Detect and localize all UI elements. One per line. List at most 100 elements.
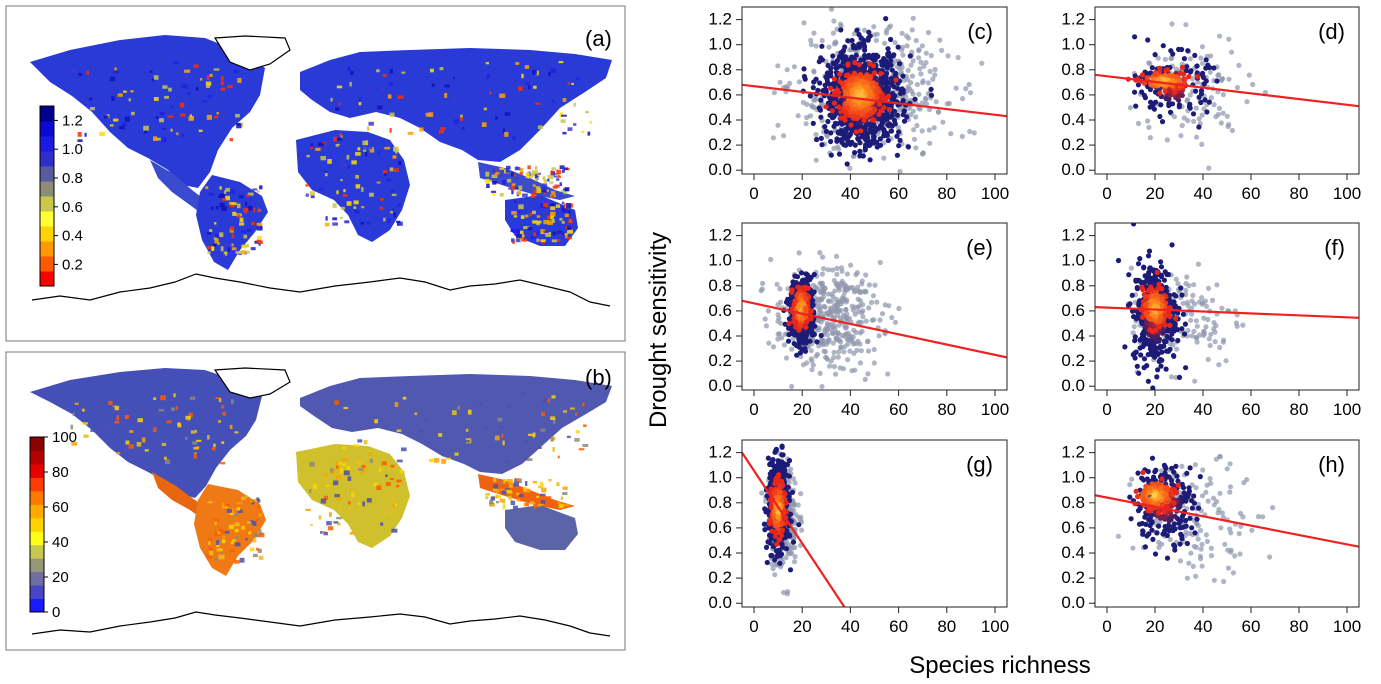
plot-area [742,443,846,607]
map-pixel [540,500,546,504]
map-pixel [532,220,538,224]
map-pixel [559,165,565,169]
map-pixel [235,251,242,254]
data-point [861,37,867,43]
data-point [1234,84,1240,91]
data-point [827,112,833,118]
map-pixel [155,116,159,119]
data-point [1220,110,1226,116]
map-pixel [231,247,237,251]
data-point [1168,48,1174,54]
data-point [971,130,977,136]
map-pixel [229,204,235,208]
map-pixel [221,441,225,444]
data-point [1156,336,1163,342]
data-point [1149,339,1155,345]
data-point [1159,286,1165,292]
data-point [851,65,857,72]
map-pixel [550,211,556,217]
data-point [931,125,937,131]
data-point [1162,322,1168,328]
data-point [1176,102,1182,108]
data-point [831,18,837,24]
map-pixel [511,190,514,195]
data-point [843,324,850,330]
map-pixel [364,140,368,145]
map-pixel [222,198,227,201]
map-pixel [396,484,400,488]
data-point [862,142,869,148]
data-point [795,113,801,119]
data-point [859,281,865,287]
map-pixel [349,531,354,535]
data-point [817,250,823,256]
scatter-panel: 0.00.20.40.60.81.01.20 20 40 60 80 100(g) [708,439,1009,636]
map-pixel [530,501,535,505]
map-pixel [433,458,440,463]
data-point [1157,345,1163,351]
map-pixel [382,74,387,77]
map-pixel [519,168,524,173]
colorbar-tick-label: 0.2 [62,256,83,273]
map-pixel [113,118,119,122]
data-point [851,70,858,76]
data-point [808,316,814,322]
data-point [798,323,804,329]
data-point [1190,292,1196,298]
data-point [852,102,858,108]
y-tick-label: 1.0 [1061,251,1085,270]
map-pixel [503,479,506,484]
map-pixel [324,172,328,177]
data-point [848,262,854,268]
map-pixel [153,75,159,80]
data-point [1217,33,1223,39]
data-point [1140,286,1146,293]
data-point [953,85,959,91]
map-pixel [538,201,544,205]
plot-area [1095,21,1359,171]
map-pixel [390,464,395,468]
data-point [923,101,930,107]
data-point [818,97,824,103]
x-tick-label: 40 [1194,400,1213,419]
data-point [877,259,883,266]
map-pixel [337,508,343,511]
data-point [832,120,839,126]
map-pixel [367,146,373,150]
data-point [1136,370,1142,376]
data-point [871,346,877,353]
map-pixel [571,82,574,85]
map-pixel [589,121,593,124]
data-point [1201,81,1207,87]
data-point [885,85,892,91]
data-point [1196,94,1202,100]
data-point [886,107,893,113]
data-point [1184,274,1190,280]
data-point [791,319,797,325]
map-pixel [460,114,463,118]
data-point [1189,298,1195,304]
map-pixel [246,228,252,232]
map-pixel [388,82,394,86]
colorbar-swatch [30,544,44,559]
data-point [844,315,850,322]
data-point [1152,89,1159,95]
data-point [910,58,916,64]
data-point [862,129,868,135]
data-point [830,60,836,66]
map-pixel [193,455,197,459]
data-point [1169,331,1175,337]
map-pixel [499,93,506,98]
data-point [863,318,869,324]
data-point [831,363,838,370]
map-pixel [564,208,568,214]
map-pixel [485,171,490,177]
data-point [1146,269,1152,276]
map-pixel [561,169,565,173]
data-point [1149,287,1155,293]
map-pixel [310,523,313,526]
map-pixel [318,142,324,147]
data-point [928,92,935,98]
map-pixel [541,231,544,234]
map-pixel [188,412,193,418]
